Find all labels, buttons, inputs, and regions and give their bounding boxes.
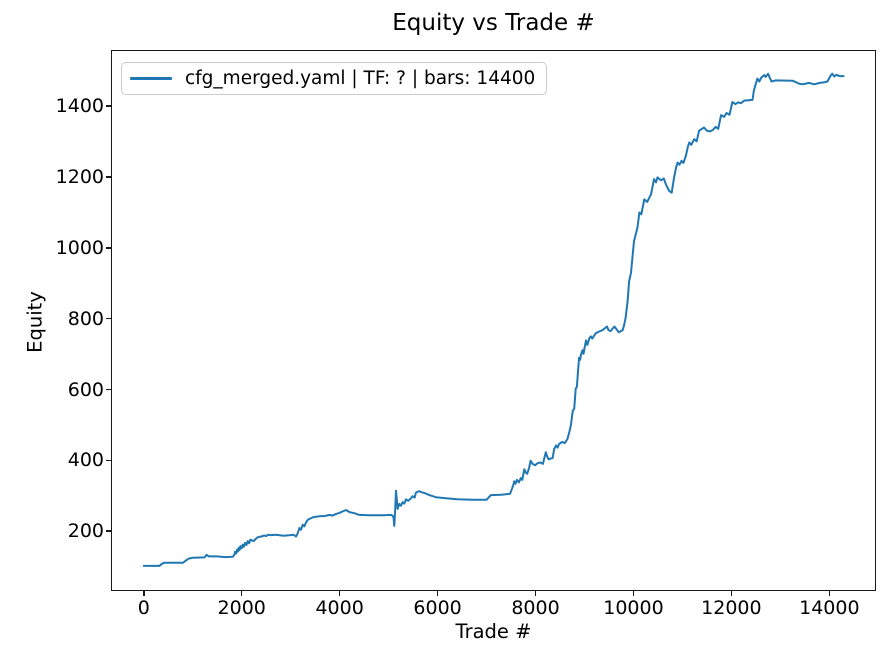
x-tick-label: 2000 — [217, 597, 266, 619]
x-tick-mark — [240, 591, 243, 596]
equity-series-line — [142, 72, 845, 567]
y-tick-mark — [106, 459, 111, 462]
x-tick-label: 14000 — [799, 597, 860, 619]
y-tick-mark — [106, 105, 111, 107]
y-tick-label: 1200 — [55, 166, 104, 189]
x-tick-label: 12000 — [701, 597, 762, 619]
x-tick-mark — [828, 591, 831, 596]
chart-title: Equity vs Trade # — [392, 10, 595, 36]
legend: cfg_merged.yaml | TF: ? | bars: 14400 — [121, 62, 548, 95]
x-tick-mark — [338, 591, 341, 596]
plot-area — [111, 50, 876, 591]
x-tick-mark — [143, 591, 145, 596]
x-tick-label: 0 — [137, 597, 150, 619]
x-tick-mark — [632, 591, 635, 596]
y-tick-label: 1400 — [55, 95, 104, 118]
x-tick-label: 10000 — [603, 597, 664, 619]
x-tick-mark — [436, 591, 439, 596]
legend-label: cfg_merged.yaml | TF: ? | bars: 14400 — [185, 67, 536, 89]
x-tick-label: 8000 — [511, 597, 560, 619]
y-tick-mark — [106, 176, 111, 178]
x-tick-label: 4000 — [315, 597, 364, 619]
y-tick-label: 400 — [67, 449, 104, 472]
y-tick-label: 1000 — [55, 236, 104, 259]
legend-line-sample-icon — [130, 76, 172, 81]
y-tick-mark — [106, 388, 111, 391]
y-tick-mark — [106, 317, 111, 320]
x-tick-mark — [534, 591, 537, 596]
y-tick-label: 200 — [67, 520, 104, 543]
x-tick-mark — [730, 591, 733, 596]
y-tick-mark — [106, 530, 111, 532]
x-tick-label: 6000 — [413, 597, 462, 619]
equity-line-chart — [142, 72, 845, 567]
y-tick-label: 800 — [67, 307, 104, 330]
x-axis-label: Trade # — [455, 620, 532, 643]
y-tick-mark — [106, 247, 111, 249]
y-tick-label: 600 — [67, 378, 104, 401]
